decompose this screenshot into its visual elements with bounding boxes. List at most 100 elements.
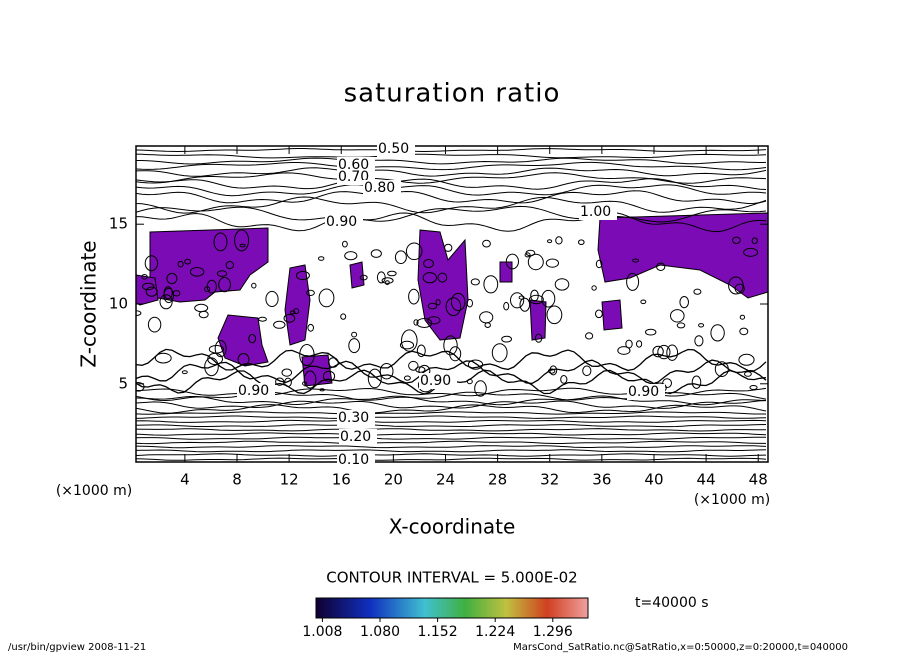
contour-line — [585, 332, 594, 340]
contour-line — [595, 259, 603, 269]
contour-line — [216, 270, 228, 277]
contour-line — [546, 305, 563, 325]
contour-line — [554, 278, 570, 291]
y-tick-label: 15 — [109, 215, 128, 233]
contour-line — [328, 357, 339, 368]
x-tick-label: 48 — [749, 471, 768, 489]
contour-line — [147, 316, 162, 333]
contour-line — [136, 211, 767, 233]
x-tick-label: 12 — [280, 471, 299, 489]
contour-line — [399, 340, 415, 350]
contour-line — [136, 436, 767, 440]
chart-title: saturation ratio — [344, 79, 561, 109]
contour-line — [303, 370, 317, 389]
contour-line — [142, 282, 155, 291]
contour-line — [413, 319, 419, 326]
contour-line — [751, 237, 758, 245]
contour-line — [582, 365, 592, 377]
contour-labels: 0.500.600.700.800.901.000.900.900.900.30… — [237, 141, 665, 468]
contour-label: 0.30 — [338, 410, 369, 426]
supersaturated-regions — [136, 212, 768, 387]
label-bg — [579, 204, 617, 220]
contour-line — [218, 277, 232, 293]
contour-label: 0.90 — [628, 384, 659, 400]
contour-label: 1.00 — [580, 204, 611, 220]
contour-line — [141, 274, 148, 280]
contour-line — [318, 288, 335, 308]
x-tick-label: 28 — [488, 471, 507, 489]
y-axis-label: Z-coordinate — [77, 240, 101, 367]
contour-line — [636, 340, 643, 348]
fill-region — [597, 212, 768, 299]
contour-line — [416, 344, 426, 358]
colorbar — [315, 597, 589, 619]
contour-line — [136, 184, 767, 197]
contour-line — [136, 348, 767, 372]
contour-line — [657, 344, 671, 360]
contour-line — [693, 288, 702, 295]
x-tick-label: 32 — [540, 471, 559, 489]
fill-region — [284, 264, 311, 346]
contour-line — [145, 286, 158, 297]
contour-line — [136, 178, 767, 190]
contour-line — [503, 301, 510, 311]
contour-line — [136, 382, 145, 392]
contour-line — [408, 360, 419, 371]
contour-line — [676, 322, 686, 329]
contour-line — [384, 280, 390, 286]
contour-line — [401, 329, 418, 352]
contour-line — [449, 346, 462, 362]
contour-line — [136, 172, 767, 184]
contour-line — [370, 249, 382, 258]
contour-line — [691, 375, 702, 389]
contour-line — [670, 309, 685, 323]
contour-line — [159, 294, 173, 310]
contour-line — [732, 236, 741, 245]
x-unit-label: (×1000 m) — [694, 492, 770, 508]
x-tick-label: 16 — [332, 471, 351, 489]
contour-line — [239, 243, 246, 248]
contour-line — [136, 167, 767, 177]
contour-line — [744, 371, 752, 377]
footer-left: /usr/bin/gpview 2008-11-21 — [8, 642, 146, 653]
contour-line — [519, 297, 531, 312]
contour-line — [437, 272, 448, 283]
contour-line — [578, 239, 585, 245]
contour-line — [136, 440, 766, 445]
contour-line — [348, 338, 361, 354]
contour-line — [694, 335, 704, 347]
colorbar-ticks: 1.008 1.080 1.152 1.224 1.296 — [302, 618, 573, 640]
contour-line — [319, 388, 325, 392]
contour-line — [626, 272, 640, 291]
fill-region — [417, 229, 469, 341]
contour-line — [136, 457, 767, 461]
contour-line — [318, 256, 325, 261]
contour-line — [739, 327, 749, 336]
contour-line — [136, 419, 767, 423]
contour-line — [237, 353, 250, 366]
contour-line — [136, 404, 767, 414]
time-label: t=40000 s — [635, 595, 709, 611]
contour-line — [204, 357, 219, 377]
contour-line — [136, 153, 767, 159]
contour-line — [617, 346, 631, 355]
contour-line — [284, 377, 292, 387]
contour-line — [189, 267, 205, 277]
contour-line — [289, 310, 296, 315]
contour-line — [307, 323, 315, 332]
contour-line — [738, 353, 755, 366]
contour-line — [299, 344, 315, 366]
contour-label: 0.80 — [364, 180, 395, 196]
contour-line — [714, 361, 729, 378]
contour-line — [136, 196, 767, 214]
contour-line — [501, 335, 513, 343]
contour-line — [749, 385, 758, 390]
contour-line — [359, 274, 368, 281]
contour-line — [136, 424, 767, 428]
x-axis-label: X-coordinate — [389, 515, 516, 539]
footer-right: MarsCond_SatRatio.nc@SatRatio,x=0:50000,… — [513, 642, 848, 653]
contour-line — [251, 282, 257, 289]
label-bg — [337, 410, 375, 426]
